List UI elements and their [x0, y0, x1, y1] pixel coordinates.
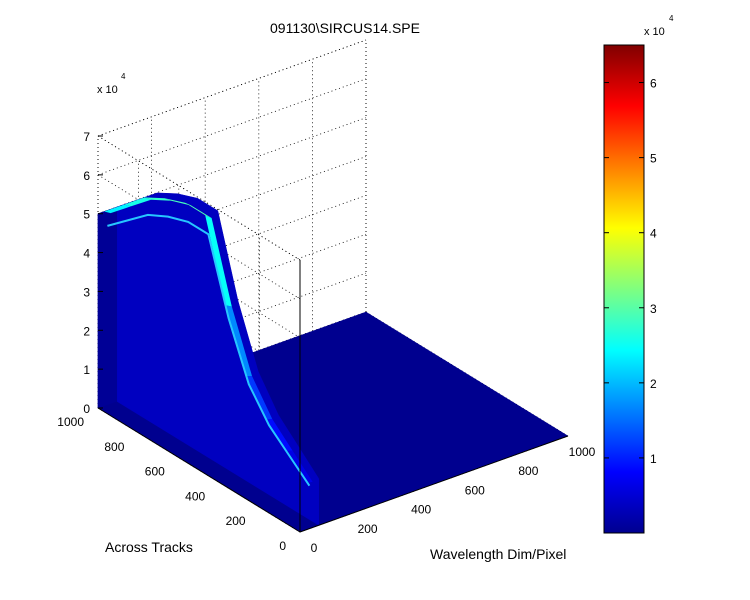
colorbar-exponent: 4	[669, 14, 674, 23]
axis-lines	[97, 260, 569, 533]
colorbar-tick-label: 6	[650, 77, 657, 91]
z-tick-label: 1	[83, 363, 90, 377]
y-tick-label: 600	[145, 465, 165, 479]
colorbar-tick-label: 3	[650, 302, 657, 316]
x-axis-label: Wavelength Dim/Pixel	[430, 546, 566, 562]
colorbar-tick-label: 1	[650, 452, 657, 466]
y-tick-label: 0	[279, 539, 286, 553]
y-axis-label: Across Tracks	[105, 539, 193, 555]
x-axis-line	[299, 435, 569, 533]
z-tick-label: 5	[83, 208, 90, 222]
ridge-front-face	[116, 192, 320, 526]
colorbar-tick-label: 4	[650, 227, 657, 241]
ridge-core-segment	[205, 215, 232, 307]
ridge-core-segment	[225, 305, 252, 376]
ridge-end-cap	[97, 206, 118, 409]
y-tick-label: 200	[226, 514, 246, 528]
z-tick-label: 6	[83, 169, 90, 183]
x-tick-label: 200	[358, 522, 378, 536]
z-axis-exponent: 4	[121, 72, 126, 81]
x-tick-label: 1000	[569, 445, 596, 459]
ridge-highlight	[107, 213, 311, 487]
ridge-core-segment	[104, 204, 131, 214]
z-tick-label: 3	[83, 285, 90, 299]
colorbar-ticks: 1 2 3 4 5 6	[604, 77, 657, 466]
y-tick-label: 1000	[57, 415, 84, 429]
x-tick-label: 400	[411, 503, 431, 517]
colorbar	[603, 44, 645, 534]
x-tick-label: 800	[518, 464, 538, 478]
z-tick-label: 2	[83, 324, 90, 338]
colorbar-multiplier: x 10	[644, 26, 665, 38]
ridge-core-segment	[245, 376, 273, 420]
ridge-core-segment	[286, 450, 313, 484]
chart-title: 091130\SIRCUS14.SPE	[270, 20, 420, 36]
grid-line-z-back	[97, 78, 367, 176]
z-tick-label: 7	[83, 130, 90, 144]
x-tick-label: 0	[311, 541, 318, 555]
ridge-core-segment	[144, 197, 172, 201]
y-axis-ticks: 0 200 400 600 800 1000	[57, 415, 286, 553]
box-edge-top-back	[97, 39, 367, 137]
y-tick-label: 400	[185, 489, 205, 503]
ridge-core-segment	[265, 418, 293, 452]
colorbar-tick-label: 2	[650, 377, 657, 391]
z-tick-label: 4	[83, 247, 90, 261]
ridge-core-segment	[164, 198, 192, 206]
z-tick-label: 0	[83, 402, 90, 416]
y-tick-label: 800	[104, 440, 124, 454]
z-axis-ticks: 0 1 2 3 4 5 6 7	[83, 130, 103, 416]
colorbar-tick-label: 5	[650, 152, 657, 166]
ridge-core-segment	[185, 202, 212, 218]
surface	[97, 192, 569, 533]
ridge-core-segment	[124, 197, 151, 207]
z-axis-multiplier: x 10	[97, 84, 118, 96]
y-axis-line	[97, 407, 301, 533]
x-tick-label: 600	[465, 483, 485, 497]
x-axis-ticks: 0 200 400 600 800 1000	[311, 445, 596, 555]
